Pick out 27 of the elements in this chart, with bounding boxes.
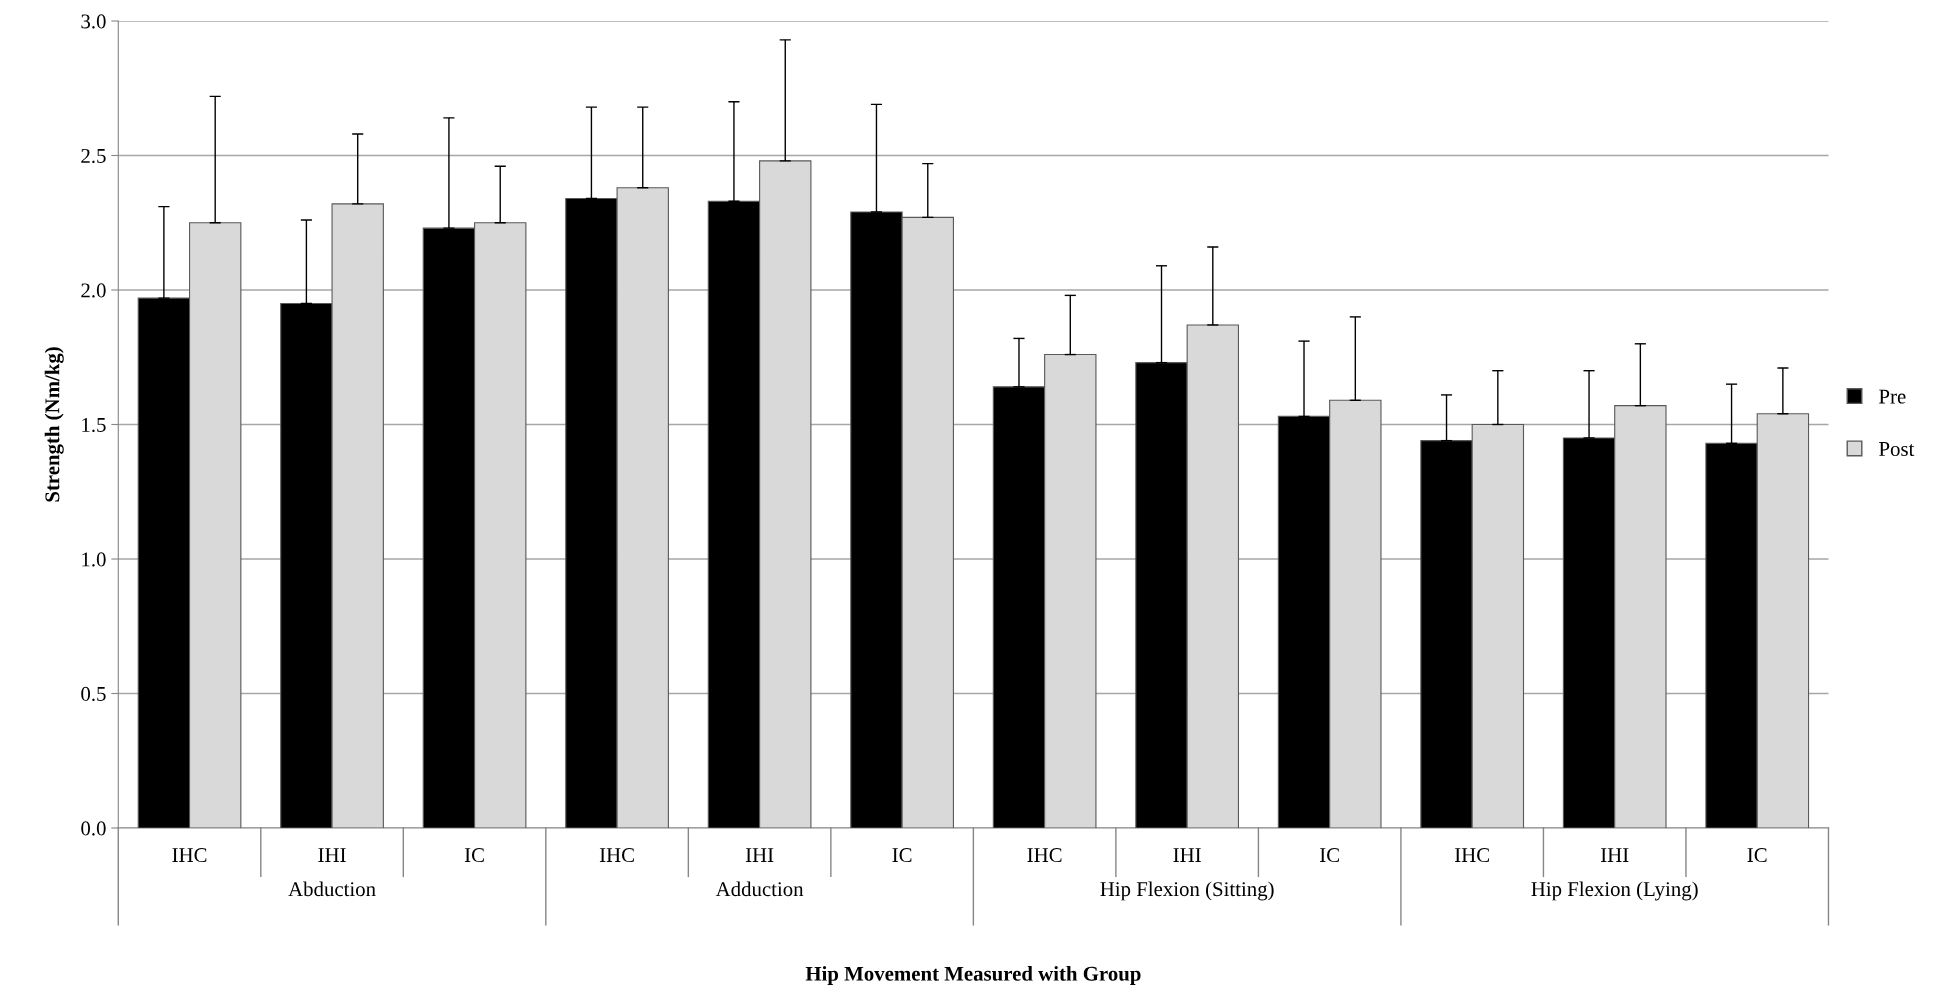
text: Adduction <box>715 881 804 897</box>
y-tick-label: 2.5 <box>81 148 106 164</box>
y-tick-label: 0.5 <box>81 686 106 702</box>
x-tick-label: IHC <box>1455 848 1489 863</box>
text: Abduction <box>288 881 376 897</box>
y-tick-label: 1.5 <box>82 417 106 433</box>
x-tick-label: IHC <box>1027 848 1062 863</box>
x-tick-label: IHC <box>599 848 634 863</box>
x-tick-label: IHI <box>745 848 774 862</box>
x-tick-label: IC <box>892 848 912 863</box>
x-tick-label: IHI <box>318 848 346 862</box>
y-tick-label: 0.0 <box>81 821 106 836</box>
y-tick-label: 3.0 <box>81 14 106 29</box>
x-tick-label: IC <box>464 848 484 863</box>
legend-label: Post <box>1879 442 1915 456</box>
y-tick-label: 1.0 <box>82 552 106 567</box>
x-tick-label: IHC <box>172 848 207 863</box>
x-tick-label: IHI <box>1600 848 1629 862</box>
x-tick-label: IC <box>1320 848 1339 863</box>
x-tick-label: IC <box>1747 848 1767 863</box>
y-axis-title: Strength (Nm/kg) <box>44 347 64 502</box>
y-tick-label: 2.0 <box>81 283 106 298</box>
legend-label: Pre <box>1879 389 1906 404</box>
x-tick-label: IHI <box>1173 848 1201 862</box>
text: Hip Flexion (Lying) <box>1531 881 1698 901</box>
x-axis-title: Hip Movement Measured with Group <box>805 966 1141 985</box>
text: Hip Flexion (Sitting) <box>1100 881 1274 901</box>
